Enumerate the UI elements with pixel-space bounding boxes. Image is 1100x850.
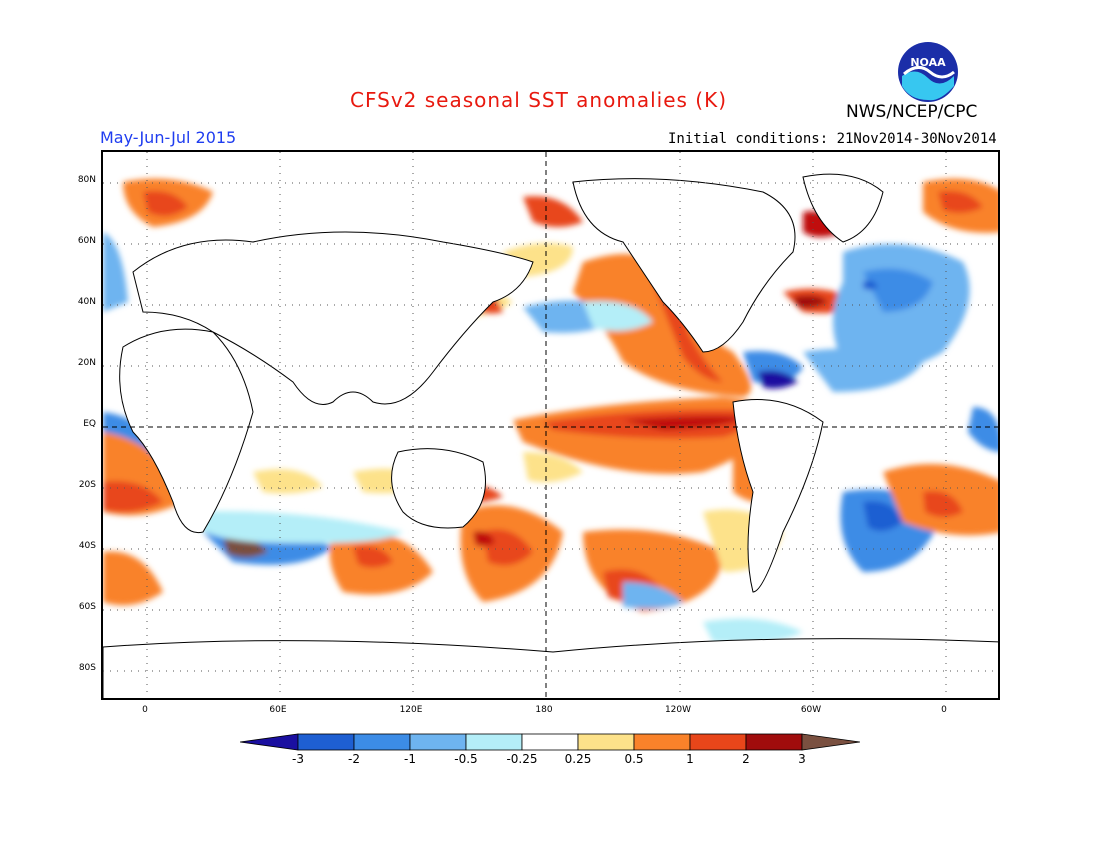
logo-text: NOAA bbox=[910, 56, 946, 69]
lat-label-40s: 40S bbox=[78, 541, 96, 551]
colorbar-label-8: 1 bbox=[686, 752, 694, 766]
sst-anomaly-map bbox=[101, 150, 1000, 700]
forecast-period: May-Jun-Jul 2015 bbox=[100, 128, 237, 147]
lon-label-120w: 120W bbox=[664, 705, 692, 715]
lon-label-0-east: 0 bbox=[941, 705, 947, 715]
initial-conditions: Initial conditions: 21Nov2014-30Nov2014 bbox=[668, 131, 997, 147]
lat-label-60n: 60N bbox=[77, 236, 96, 246]
colorbar-label-9: 2 bbox=[742, 752, 750, 766]
lon-label-180: 180 bbox=[535, 705, 553, 715]
lon-label-120e: 120E bbox=[399, 705, 423, 715]
lat-label-60s: 60S bbox=[78, 602, 96, 612]
lat-label-40n: 40N bbox=[77, 297, 96, 307]
graticule bbox=[103, 152, 998, 698]
map-field bbox=[103, 152, 998, 698]
colorbar bbox=[240, 733, 860, 751]
colorbar-label-1: -3 bbox=[292, 752, 304, 766]
lon-label-60e: 60E bbox=[269, 705, 287, 715]
colorbar-label-3: -1 bbox=[404, 752, 416, 766]
lon-label-60w: 60W bbox=[800, 705, 822, 715]
noaa-logo: NOAA bbox=[898, 42, 958, 102]
colorbar-label-7: 0.5 bbox=[624, 752, 644, 766]
lat-label-20s: 20S bbox=[78, 480, 96, 490]
lon-label-0: 0 bbox=[142, 705, 148, 715]
colorbar-label-2: -2 bbox=[348, 752, 360, 766]
colorbar-label-10: 3 bbox=[798, 752, 806, 766]
lat-label-20n: 20N bbox=[77, 358, 96, 368]
colorbar-label-4: -0.5 bbox=[454, 752, 478, 766]
map-title: CFSv2 seasonal SST anomalies (K) bbox=[350, 88, 727, 112]
colorbar-label-5: -0.25 bbox=[506, 752, 538, 766]
continents bbox=[103, 173, 998, 698]
agency-label: NWS/NCEP/CPC bbox=[846, 102, 978, 122]
colorbar-label-6: 0.25 bbox=[564, 752, 592, 766]
lat-label-80s: 80S bbox=[78, 663, 96, 673]
lat-label-80n: 80N bbox=[77, 175, 96, 185]
lat-label-eq: EQ bbox=[83, 419, 96, 429]
equator-dateline bbox=[103, 152, 998, 698]
